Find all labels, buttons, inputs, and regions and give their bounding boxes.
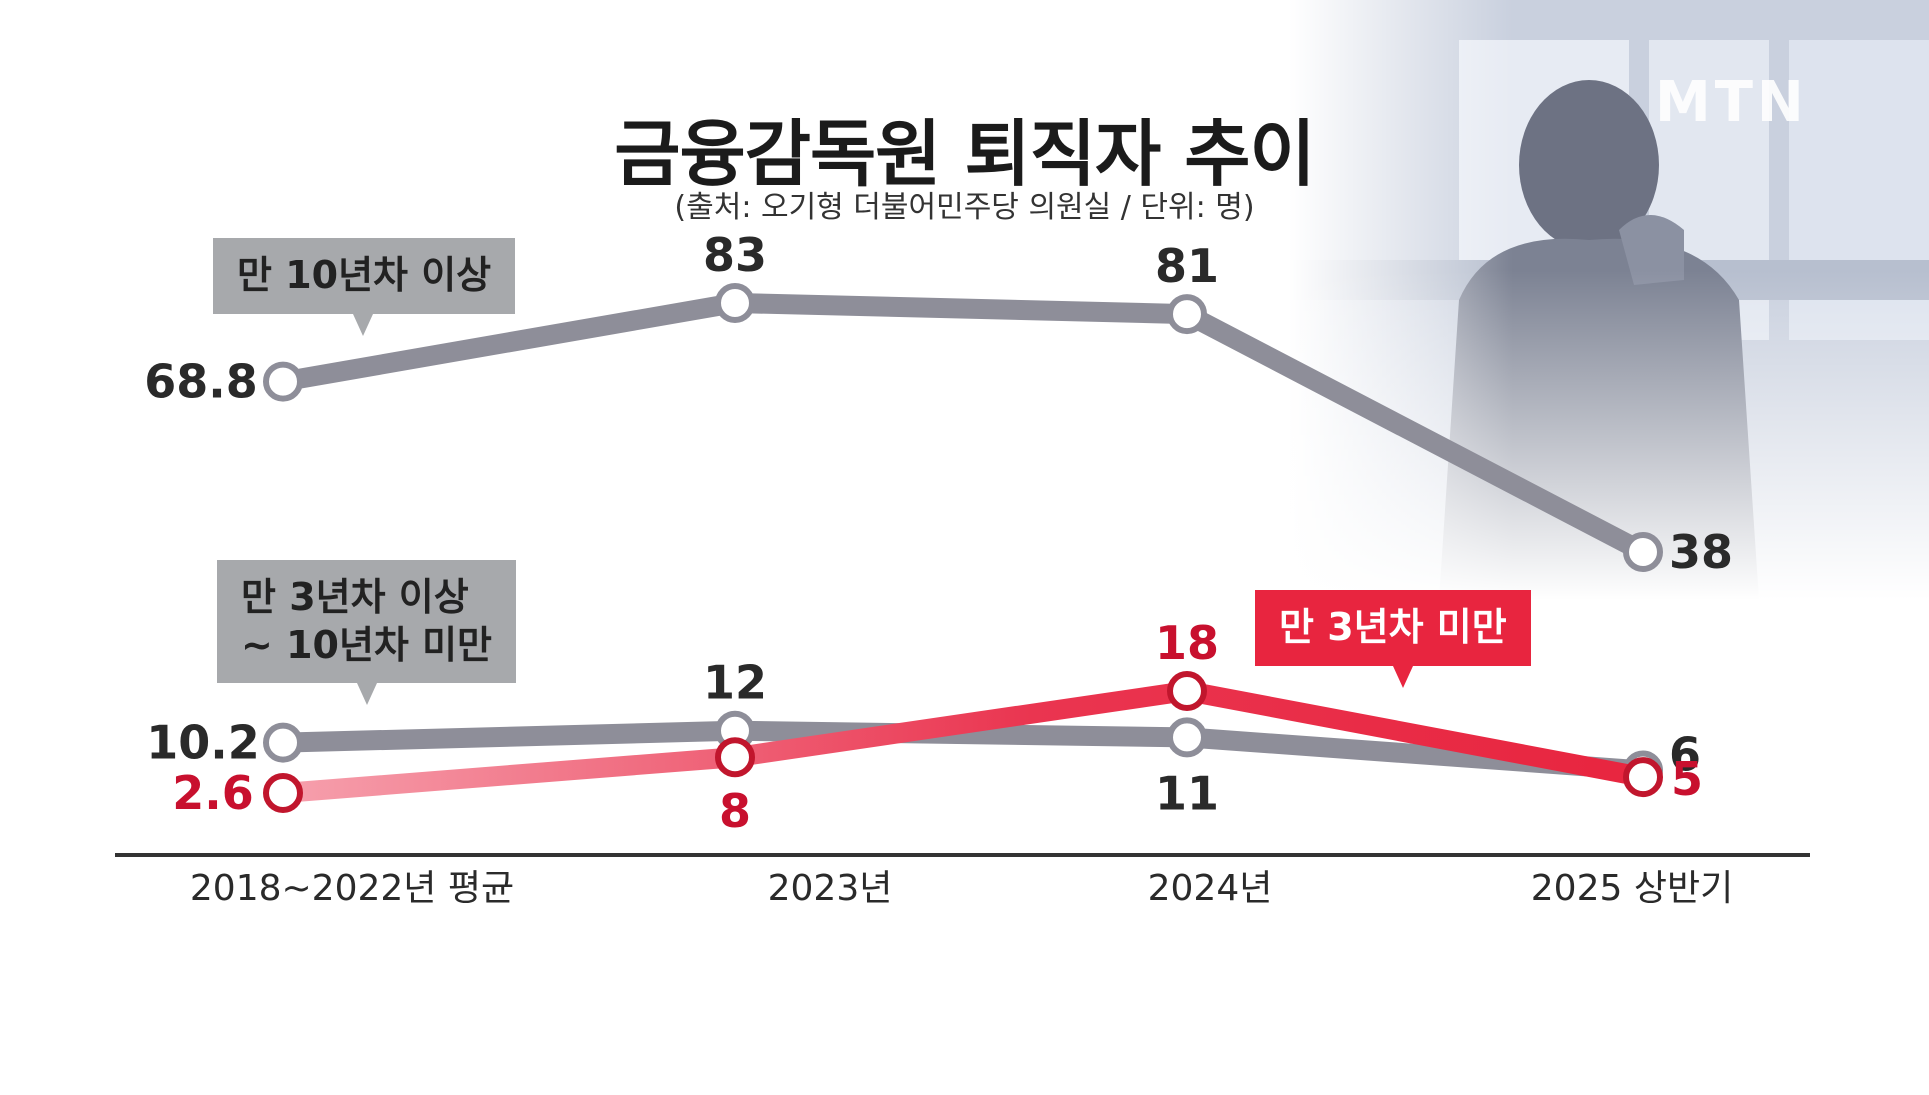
callout-3-to-10-line2: ~ 10년차 미만 <box>241 622 493 667</box>
callout-over-10-years: 만 10년차 이상 <box>213 238 516 336</box>
chart-title: 금융감독원 퇴직자 추이 <box>614 112 1316 196</box>
point-under3-1 <box>715 737 755 778</box>
channel-logo: MTN <box>1655 70 1808 135</box>
point-mid-0 <box>263 722 303 763</box>
point-mid-2 <box>1167 717 1207 758</box>
data-label-under3-2: 18 <box>1155 616 1219 670</box>
data-label-mid-2: 11 <box>1155 766 1219 820</box>
callout-under-3-years: 만 3년차 미만 <box>1255 590 1531 688</box>
callout-3-to-10-line1: 만 3년차 이상 <box>241 575 469 619</box>
point-over10-2 <box>1167 294 1207 335</box>
point-over10-1 <box>715 283 755 323</box>
data-label-mid-1: 12 <box>703 656 767 710</box>
point-under3-2 <box>1167 671 1207 711</box>
callout-over-10-years-label: 만 10년차 이상 <box>237 253 492 297</box>
chart-subtitle: (출처: 오기형 더불어민주당 의원실 / 단위: 명) <box>674 190 1255 225</box>
series-under3: 2.6 8 18 5 <box>172 616 1703 838</box>
data-label-under3-0: 2.6 <box>172 766 254 820</box>
data-label-under3-1: 8 <box>719 784 751 838</box>
point-over10-3 <box>1623 532 1663 572</box>
background-photo <box>1289 0 1929 600</box>
x-tick-label-2: 2024년 <box>1148 868 1273 909</box>
data-label-over10-1: 83 <box>703 228 767 282</box>
data-label-over10-3: 38 <box>1669 525 1733 579</box>
callout-under-3-years-label: 만 3년차 미만 <box>1279 605 1507 649</box>
series-over10: 68.8 83 81 38 <box>144 228 1733 579</box>
tick-layer: 2018~2022년 평균 2023년 2024년 2025 상반기 <box>190 868 1733 909</box>
x-tick-label-3: 2025 상반기 <box>1531 868 1733 909</box>
data-label-mid-0: 10.2 <box>146 716 260 770</box>
data-label-under3-3: 5 <box>1671 752 1703 806</box>
point-under3-3 <box>1623 757 1663 798</box>
point-under3-0 <box>263 773 303 813</box>
callout-3-to-10-years: 만 3년차 이상 ~ 10년차 미만 <box>217 560 517 705</box>
x-tick-label-0: 2018~2022년 평균 <box>190 868 514 909</box>
series-line-under3 <box>273 681 1653 803</box>
x-tick-label-1: 2023년 <box>768 868 893 909</box>
series-layer: 68.8 83 81 38 10.2 12 11 6 2.6 8 18 5 <box>144 228 1733 838</box>
data-label-over10-2: 81 <box>1155 239 1219 293</box>
series-line-over10 <box>273 293 1653 562</box>
data-label-mid-3: 6 <box>1669 727 1701 781</box>
data-label-over10-0: 68.8 <box>144 355 258 409</box>
point-over10-0 <box>263 361 303 402</box>
